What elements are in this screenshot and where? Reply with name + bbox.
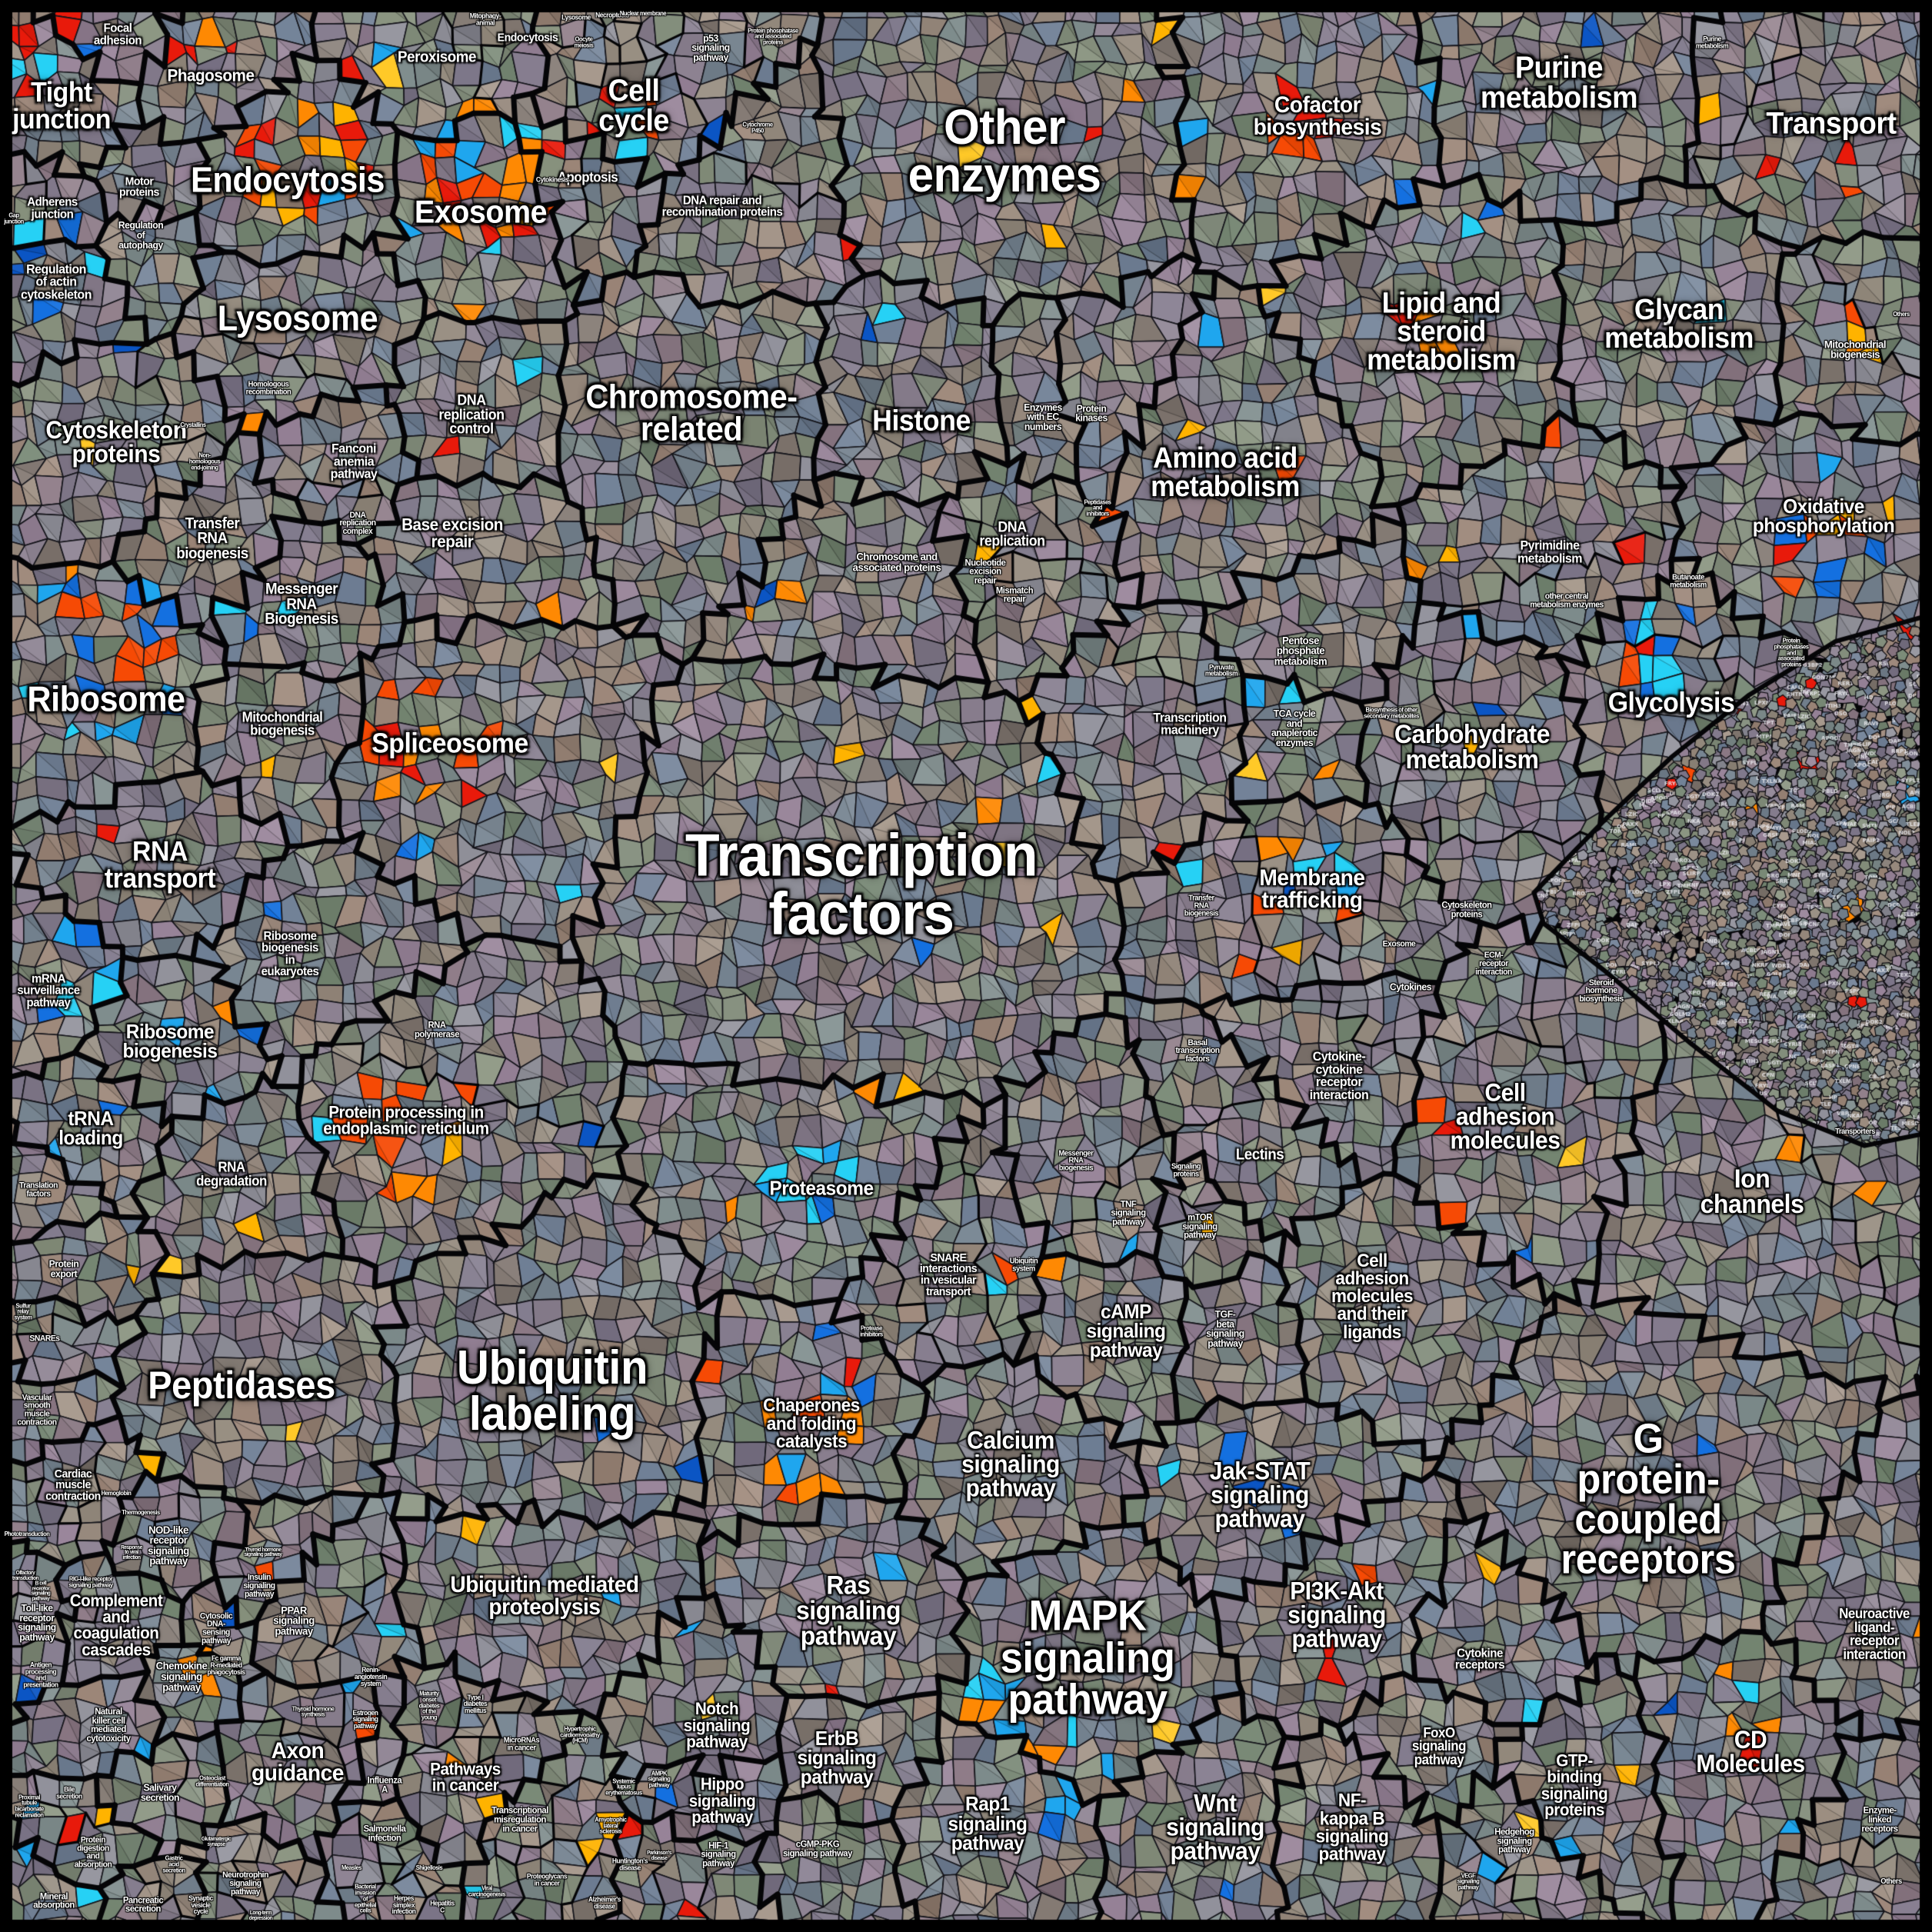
treemap-stage: Transcription factors Other enzymes Ubiqui… — [0, 0, 1932, 1932]
voronoi-mosaic-canvas — [0, 0, 1932, 1932]
